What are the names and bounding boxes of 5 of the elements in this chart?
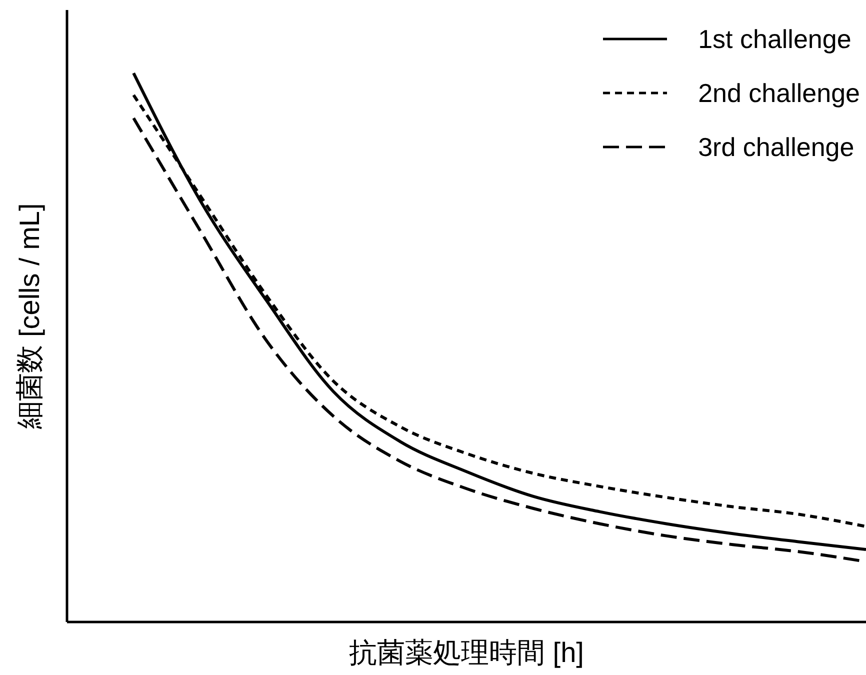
legend-label: 2nd challenge: [698, 78, 860, 108]
y-axis-title: 細菌数 [cells / mL]: [13, 203, 46, 429]
legend-label: 3rd challenge: [698, 132, 854, 162]
x-axis-title: 抗菌薬処理時間 [h]: [348, 636, 585, 670]
legend-label: 1st challenge: [698, 24, 852, 54]
